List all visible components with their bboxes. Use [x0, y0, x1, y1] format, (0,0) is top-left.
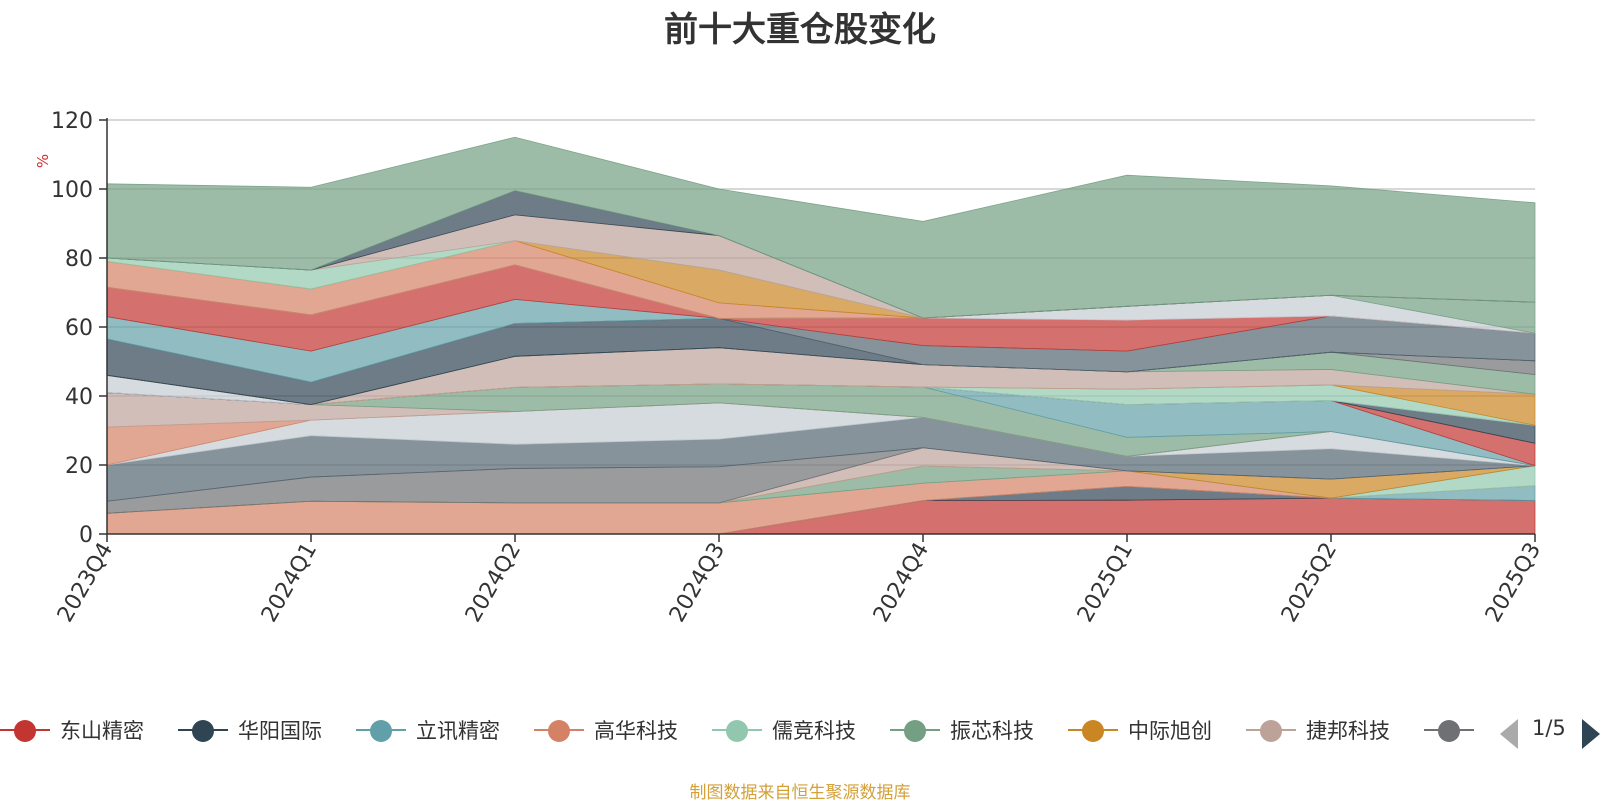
legend-dot-icon — [1082, 720, 1104, 742]
chart-title: 前十大重仓股变化 — [664, 10, 936, 50]
area-series-35 — [106, 136, 1536, 319]
legend-item[interactable]: 中际旭创 — [1068, 712, 1246, 748]
legend-page-indicator: 1/5 — [1532, 716, 1566, 740]
legend-dot-icon — [1438, 720, 1460, 742]
legend-label: 捷邦科技 — [1306, 719, 1390, 743]
legend: 东山精密 华阳国际 立讯精密 高华科技 儒竞科技 振芯科技 中际旭创 捷邦科技 — [0, 712, 1600, 748]
y-tick-label: 0 — [79, 523, 93, 548]
legend-label: 华阳国际 — [238, 719, 322, 743]
legend-item[interactable]: 儒竞科技 — [712, 712, 890, 748]
legend-prev-arrow-icon[interactable] — [1500, 719, 1518, 749]
x-tick-label: 2025Q1 — [1073, 539, 1138, 627]
legend-label: 振芯科技 — [950, 719, 1034, 743]
legend-dot-icon — [904, 720, 926, 742]
x-tick-label: 2024Q2 — [461, 539, 526, 627]
legend-label: 儒竞科技 — [772, 719, 856, 743]
legend-label: 高华科技 — [594, 719, 678, 743]
legend-dot-icon — [370, 720, 392, 742]
legend-item[interactable]: 高华科技 — [534, 712, 712, 748]
x-tick-label: 2024Q3 — [665, 539, 730, 627]
legend-dot-icon — [1260, 720, 1282, 742]
y-tick-label: 20 — [65, 454, 93, 479]
y-tick-label: 60 — [65, 316, 93, 341]
y-tick-label: 40 — [65, 385, 93, 410]
legend-label: 中际旭创 — [1128, 719, 1212, 743]
x-tick-label: 2025Q2 — [1277, 539, 1342, 627]
legend-label: 立讯精密 — [416, 719, 500, 743]
legend-item[interactable]: 华阳国际 — [178, 712, 356, 748]
legend-next-arrow-icon[interactable] — [1582, 719, 1600, 749]
legend-item[interactable]: 立讯精密 — [356, 712, 534, 748]
y-tick-label: 120 — [51, 109, 93, 134]
x-tick-label: 2024Q4 — [869, 539, 934, 627]
legend-item[interactable]: 捷邦科技 — [1246, 712, 1424, 748]
x-tick-label: 2024Q1 — [257, 539, 322, 627]
data-source-note: 制图数据来自恒生聚源数据库 — [689, 783, 911, 803]
legend-item[interactable]: 东山精密 — [0, 712, 178, 748]
y-tick-label: 80 — [65, 247, 93, 272]
legend-dot-icon — [14, 720, 36, 742]
legend-dot-icon — [192, 720, 214, 742]
y-tick-label: 100 — [51, 178, 93, 203]
x-tick-label: 2025Q3 — [1481, 539, 1546, 627]
legend-pager: 1/5 — [1500, 713, 1600, 749]
legend-dot-icon — [548, 720, 570, 742]
legend-label: 东山精密 — [60, 719, 144, 743]
legend-item[interactable]: 振芯科技 — [890, 712, 1068, 748]
legend-item-partial[interactable] — [1424, 712, 1514, 748]
legend-dot-icon — [726, 720, 748, 742]
x-tick-label: 2023Q4 — [53, 539, 118, 627]
